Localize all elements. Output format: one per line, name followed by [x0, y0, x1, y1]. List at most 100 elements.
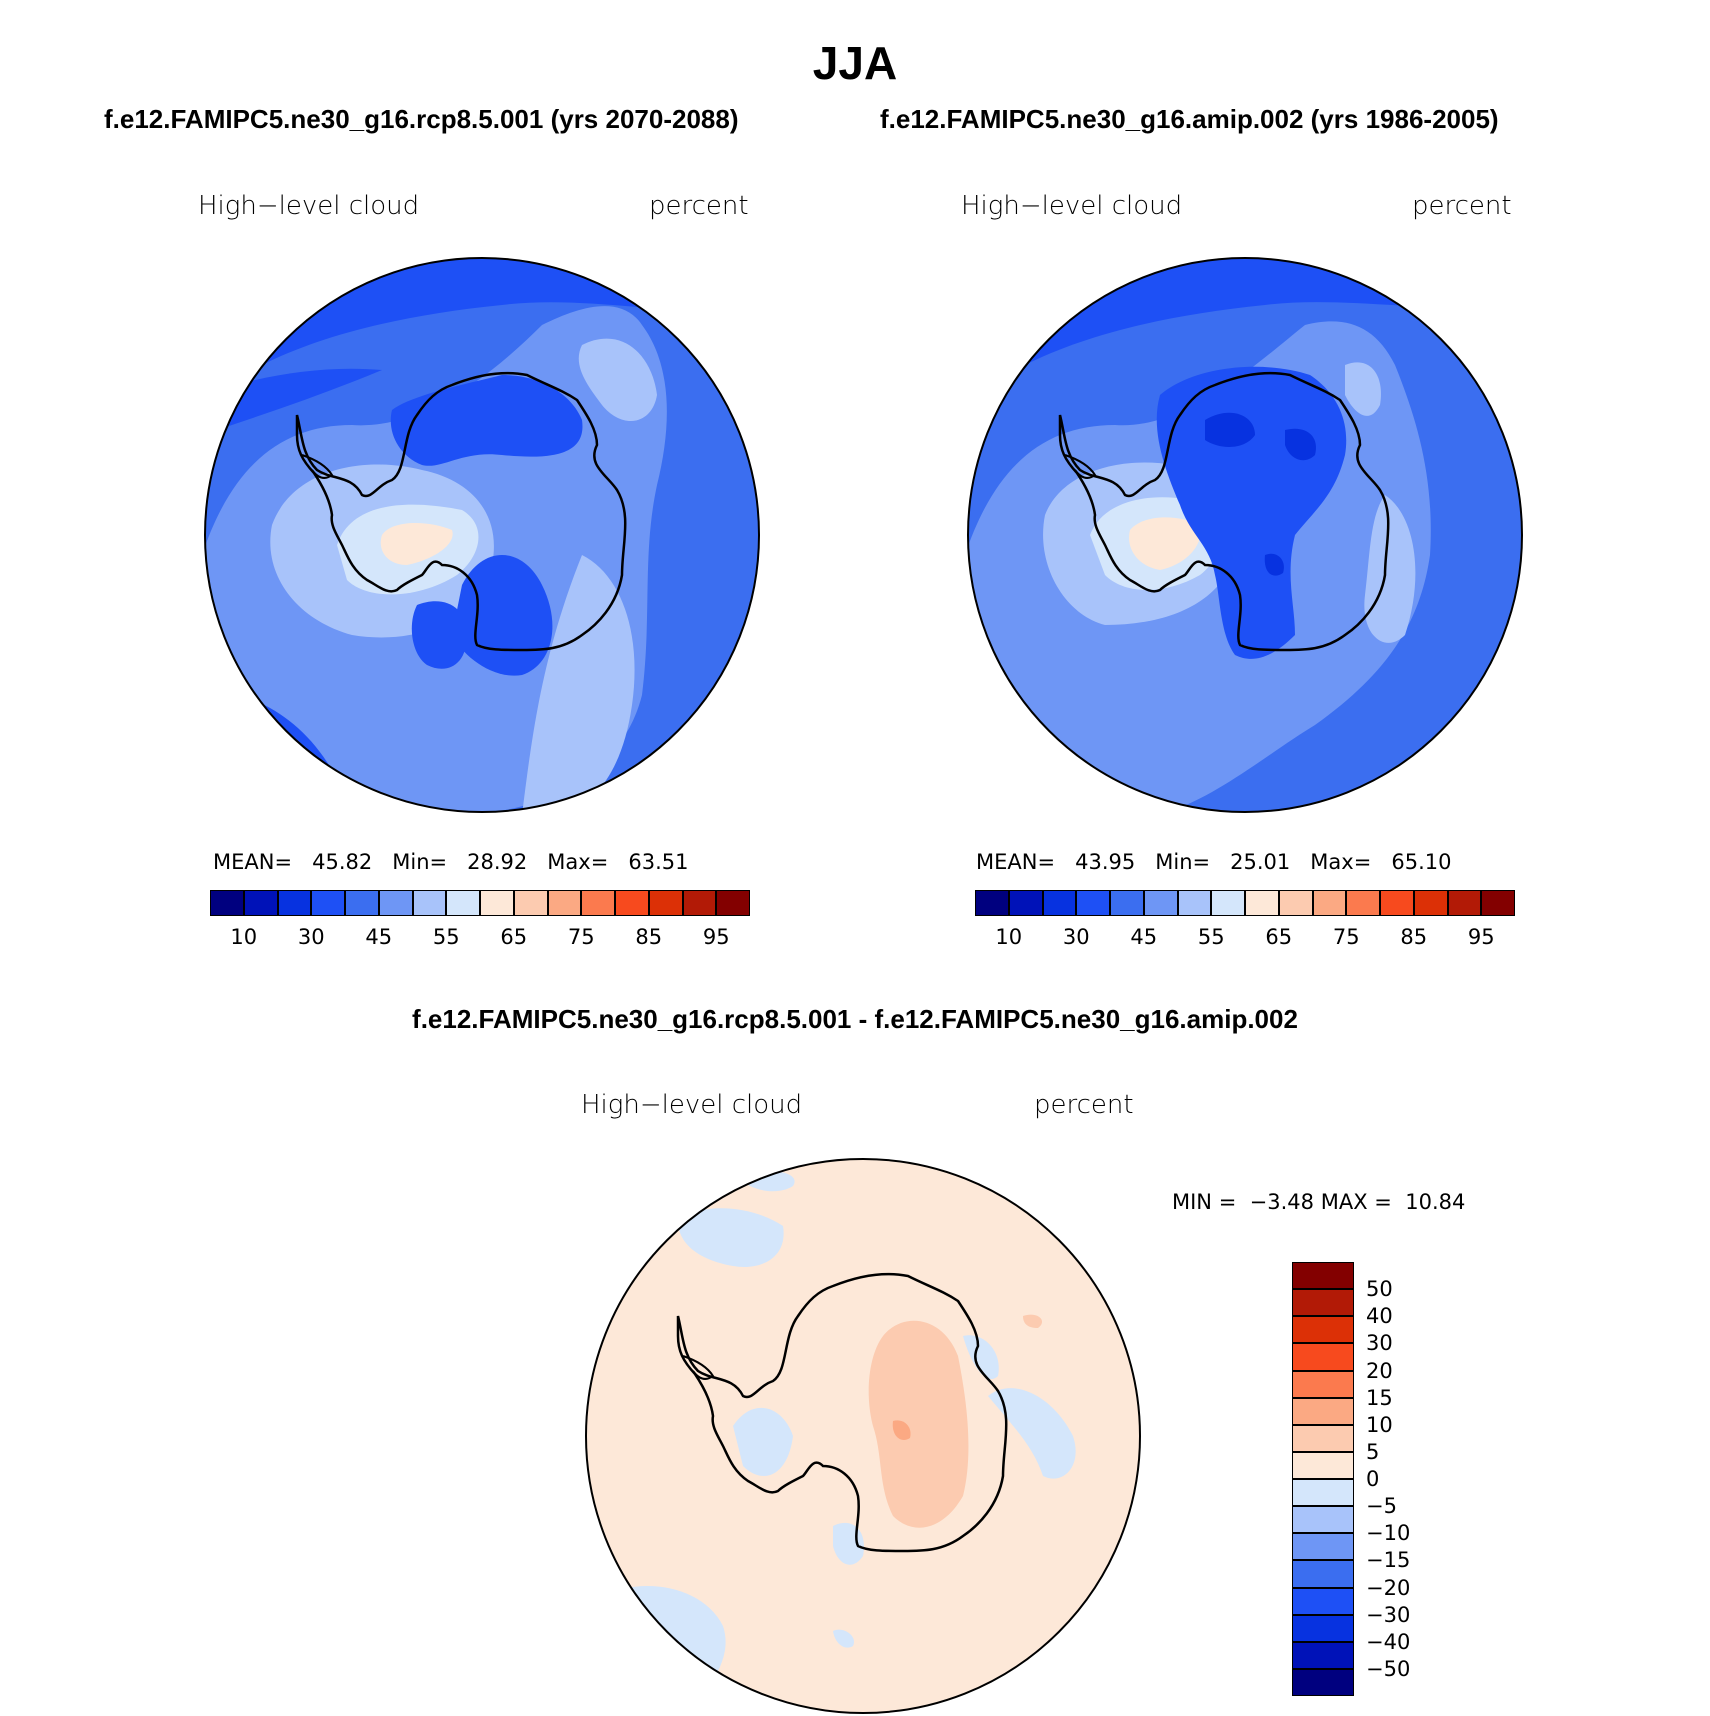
panel2-colorbar-tick-label: 65: [1265, 925, 1293, 949]
panel1-colorbar-swatch: [480, 890, 514, 916]
panel2-max-value: 65.10: [1391, 850, 1452, 874]
panel1-mean-label: MEAN=: [213, 850, 293, 874]
panel2-colorbar-tick-label: 85: [1400, 925, 1428, 949]
diff-colorbar-tick-label: −10: [1366, 1521, 1411, 1546]
diff-variable-label: High−level cloud: [581, 1090, 803, 1120]
diff-colorbar-swatch: [1292, 1316, 1354, 1344]
panel2-colorbar-swatch: [1413, 890, 1448, 916]
panel1-colorbar-swatch: [513, 890, 548, 916]
panel1-colorbar-swatch: [412, 890, 447, 916]
panel1-colorbar-tick-label: 10: [230, 925, 258, 949]
panel1-colorbar: [210, 890, 750, 918]
diff-colorbar-swatch: [1292, 1424, 1354, 1452]
panel2-colorbar-swatch: [1008, 890, 1043, 916]
panel2-colorbar-swatch: [975, 890, 1009, 916]
diff-colorbar-swatch: [1292, 1533, 1354, 1561]
panel1-colorbar-swatch: [682, 890, 717, 916]
panel1-map: [204, 257, 760, 813]
panel2-colorbar-swatch: [1076, 890, 1110, 916]
diff-colorbar-tick-label: 20: [1366, 1358, 1393, 1383]
panel2-colorbar-swatch: [1481, 890, 1515, 916]
panel2-colorbar-swatch: [1278, 890, 1313, 916]
diff-colorbar-swatch: [1292, 1668, 1354, 1696]
diff-colorbar-tick-label: 15: [1366, 1385, 1393, 1410]
panel1-max-label: Max=: [547, 850, 609, 874]
panel1-colorbar-swatch: [210, 890, 244, 916]
diff-min-label: MIN =: [1172, 1190, 1237, 1214]
diff-colorbar-swatch: [1292, 1641, 1354, 1669]
panel2-stats: MEAN= 43.95 Min= 25.01 Max= 65.10: [976, 850, 1451, 874]
diff-colorbar-tick-label: −20: [1366, 1575, 1411, 1600]
panel2-colorbar-swatch: [1042, 890, 1077, 916]
panel1-colorbar-tick-label: 85: [635, 925, 663, 949]
diff-title: f.e12.FAMIPC5.ne30_g16.rcp8.5.001 - f.e1…: [412, 1004, 1298, 1034]
diff-colorbar-swatch: [1292, 1587, 1354, 1615]
diff-colorbar-swatch: [1292, 1560, 1354, 1588]
diff-colorbar-swatch: [1292, 1397, 1354, 1425]
diff-colorbar-swatch: [1292, 1506, 1354, 1534]
diff-colorbar-tick-label: 50: [1366, 1277, 1393, 1302]
panel2-mean-value: 43.95: [1075, 850, 1136, 874]
panel1-colorbar-swatch: [243, 890, 278, 916]
panel2-case-title: f.e12.FAMIPC5.ne30_g16.amip.002 (yrs 198…: [880, 104, 1499, 134]
diff-colorbar-swatch: [1292, 1451, 1354, 1479]
panel1-units-label: percent: [649, 191, 749, 221]
diff-colorbar-tick-label: −15: [1366, 1548, 1411, 1573]
diff-colorbar-tick-label: 0: [1366, 1467, 1380, 1491]
panel2-colorbar-swatch: [1110, 890, 1144, 916]
diff-max-value: 10.84: [1405, 1190, 1466, 1214]
panel1-colorbar-swatch: [547, 890, 582, 916]
panel2-colorbar-swatch: [1143, 890, 1178, 916]
panel1-colorbar-tick-label: 45: [365, 925, 393, 949]
panel1-colorbar-tick-label: 55: [432, 925, 460, 949]
panel1-colorbar-swatch: [311, 890, 345, 916]
diff-colorbar-tick-label: 10: [1366, 1412, 1393, 1437]
diff-colorbar-tick-label: −50: [1366, 1656, 1411, 1681]
panel2-colorbar-swatch: [1447, 890, 1482, 916]
panel1-colorbar-tick-label: 95: [702, 925, 730, 949]
panel1-colorbar-swatch: [716, 890, 750, 916]
panel2-colorbar-swatch: [1211, 890, 1245, 916]
main-title: JJA: [812, 37, 898, 89]
panel1-colorbar-tick-label: 65: [500, 925, 528, 949]
panel1-colorbar-swatch: [277, 890, 312, 916]
diff-colorbar-swatch: [1292, 1614, 1354, 1642]
diff-units-label: percent: [1034, 1090, 1134, 1120]
panel2-colorbar-swatch: [1312, 890, 1347, 916]
panel2-colorbar-swatch: [1177, 890, 1212, 916]
diff-stats: MIN = −3.48 MAX = 10.84: [1172, 1190, 1465, 1214]
panel2-colorbar-tick-label: 55: [1197, 925, 1225, 949]
diff-colorbar-swatch: [1292, 1370, 1354, 1398]
panel2-variable-label: High−level cloud: [961, 191, 1183, 221]
panel1-colorbar-swatch: [446, 890, 480, 916]
panel2-colorbar: [975, 890, 1515, 918]
panel1-colorbar-swatch: [378, 890, 413, 916]
panel1-min-label: Min=: [392, 850, 448, 874]
diff-colorbar-tick-label: 40: [1366, 1304, 1393, 1329]
panel1-max-value: 63.51: [628, 850, 689, 874]
panel2-colorbar-tick-label: 45: [1130, 925, 1158, 949]
panel2-colorbar-swatch: [1346, 890, 1380, 916]
diff-colorbar-tick-label: −5: [1366, 1494, 1397, 1519]
panel2-units-label: percent: [1412, 191, 1512, 221]
panel2-map: [967, 257, 1523, 813]
panel2-colorbar-swatch: [1245, 890, 1279, 916]
diff-colorbar: [1292, 1262, 1354, 1696]
panel1-min-value: 28.92: [467, 850, 528, 874]
panel2-colorbar-tick-label: 30: [1062, 925, 1090, 949]
panel2-colorbar-swatch: [1380, 890, 1414, 916]
panel1-stats: MEAN= 45.82 Min= 28.92 Max= 63.51: [213, 850, 688, 874]
diff-min-value: −3.48: [1249, 1190, 1315, 1214]
diff-colorbar-tick-label: −30: [1366, 1602, 1411, 1627]
panel1-colorbar-tick-label: 30: [297, 925, 325, 949]
panel2-colorbar-tick-label: 95: [1467, 925, 1495, 949]
panel1-mean-value: 45.82: [312, 850, 373, 874]
diff-max-label: MAX =: [1320, 1190, 1392, 1214]
panel1-colorbar-swatch: [345, 890, 379, 916]
diff-colorbar-swatch: [1292, 1343, 1354, 1371]
diff-colorbar-swatch: [1292, 1289, 1354, 1317]
panel2-colorbar-tick-label: 75: [1332, 925, 1360, 949]
diff-colorbar-tick-label: 5: [1366, 1439, 1380, 1464]
panel2-min-value: 25.01: [1230, 850, 1291, 874]
diff-colorbar-swatch: [1292, 1479, 1354, 1507]
